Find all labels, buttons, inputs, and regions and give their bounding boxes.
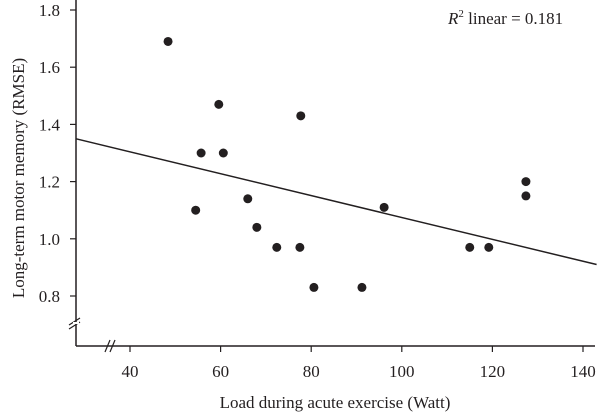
x-axis-break-mark xyxy=(109,339,116,353)
y-tick-label: 0.8 xyxy=(39,287,60,306)
data-point xyxy=(465,242,475,252)
data-point xyxy=(357,282,367,292)
y-tick-label: 1.6 xyxy=(39,58,60,77)
x-axis-break-mark xyxy=(104,339,111,353)
x-tick-label: 100 xyxy=(389,362,415,381)
y-tick-label: 1.8 xyxy=(39,1,60,20)
x-tick-label: 40 xyxy=(122,362,139,381)
r-squared-annotation: R2 linear = 0.181 xyxy=(447,8,563,28)
x-tick-label: 140 xyxy=(570,362,596,381)
data-point xyxy=(296,111,306,121)
y-axis-break-gap xyxy=(73,322,79,324)
x-tick-label: 60 xyxy=(212,362,229,381)
r-symbol: R xyxy=(447,9,459,28)
data-point xyxy=(218,148,228,158)
axes xyxy=(68,0,595,353)
data-point xyxy=(163,36,173,46)
data-point xyxy=(484,242,494,252)
data-point xyxy=(196,148,206,158)
r-squared-text: linear = 0.181 xyxy=(464,9,563,28)
regression-line xyxy=(75,137,597,266)
data-point xyxy=(295,242,305,252)
y-axis-title: Long-term motor memory (RMSE) xyxy=(9,58,28,298)
x-tick-label: 80 xyxy=(303,362,320,381)
y-tick-label: 1.2 xyxy=(39,173,60,192)
data-point xyxy=(243,194,253,204)
y-tick-label: 1.4 xyxy=(39,115,61,134)
y-tick-label: 1.0 xyxy=(39,230,60,249)
data-point xyxy=(379,202,389,212)
data-point xyxy=(191,205,201,215)
x-tick-label: 120 xyxy=(480,362,506,381)
data-point xyxy=(214,99,224,109)
data-points xyxy=(163,36,531,292)
ticks: 40 60 80 100 120 140 0.8 1.0 1.2 1.4 1.6 1.8 xyxy=(39,1,596,381)
x-axis-title: Load during acute exercise (Watt) xyxy=(220,393,451,412)
data-point xyxy=(521,191,531,201)
data-point xyxy=(309,282,319,292)
data-point xyxy=(521,177,531,187)
data-point xyxy=(252,222,262,232)
data-point xyxy=(272,242,282,252)
y-axis-break-mark xyxy=(68,317,81,326)
r-superscript: 2 xyxy=(458,8,464,20)
